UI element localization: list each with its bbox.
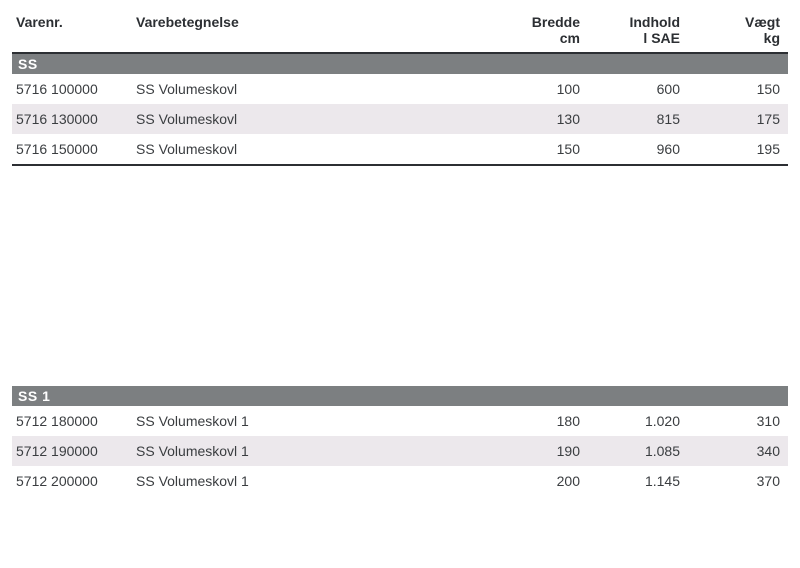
cell-indhold: 1.020 [580, 413, 680, 429]
cell-vare: SS Volumeskovl 1 [136, 443, 480, 459]
header-bredde-l2: cm [480, 30, 580, 46]
cell-varenr: 5716 130000 [16, 111, 136, 127]
header-varebetegnelse-text: Varebetegnelse [136, 14, 239, 30]
section-band-ss1: SS 1 [12, 386, 788, 406]
section-title: SS 1 [18, 388, 50, 404]
cell-bredde: 180 [480, 413, 580, 429]
cell-bredde: 150 [480, 141, 580, 157]
cell-vare: SS Volumeskovl [136, 81, 480, 97]
cell-vare: SS Volumeskovl 1 [136, 413, 480, 429]
cell-vare: SS Volumeskovl [136, 111, 480, 127]
cell-varenr: 5712 200000 [16, 473, 136, 489]
cell-vaegt: 310 [680, 413, 780, 429]
cell-vaegt: 195 [680, 141, 780, 157]
header-vaegt-l2: kg [680, 30, 780, 46]
cell-vare: SS Volumeskovl [136, 141, 480, 157]
header-indhold: Indhold l SAE [580, 14, 680, 46]
cell-bredde: 190 [480, 443, 580, 459]
cell-varenr: 5712 190000 [16, 443, 136, 459]
cell-bredde: 200 [480, 473, 580, 489]
cell-indhold: 815 [580, 111, 680, 127]
cell-indhold: 1.145 [580, 473, 680, 489]
cell-indhold: 1.085 [580, 443, 680, 459]
cell-indhold: 600 [580, 81, 680, 97]
cell-vaegt: 340 [680, 443, 780, 459]
cell-varenr: 5716 150000 [16, 141, 136, 157]
table-row: 5716 100000 SS Volumeskovl 100 600 150 [12, 74, 788, 104]
cell-vaegt: 175 [680, 111, 780, 127]
table-row: 5716 150000 SS Volumeskovl 150 960 195 [12, 134, 788, 166]
cell-vare: SS Volumeskovl 1 [136, 473, 480, 489]
cell-bredde: 100 [480, 81, 580, 97]
table-header: Varenr. Varebetegnelse Bredde cm Indhold… [12, 10, 788, 54]
cell-bredde: 130 [480, 111, 580, 127]
header-vaegt-l1: Vægt [680, 14, 780, 30]
cell-indhold: 960 [580, 141, 680, 157]
header-varenr: Varenr. [16, 14, 136, 46]
cell-varenr: 5716 100000 [16, 81, 136, 97]
header-indhold-l2: l SAE [580, 30, 680, 46]
section-band-ss: SS [12, 54, 788, 74]
header-varenr-text: Varenr. [16, 14, 63, 30]
table-row: 5712 190000 SS Volumeskovl 1 190 1.085 3… [12, 436, 788, 466]
table-row: 5716 130000 SS Volumeskovl 130 815 175 [12, 104, 788, 134]
cell-vaegt: 370 [680, 473, 780, 489]
header-varebetegnelse: Varebetegnelse [136, 14, 480, 46]
table-gap [12, 166, 788, 386]
header-vaegt: Vægt kg [680, 14, 780, 46]
table-row: 5712 180000 SS Volumeskovl 1 180 1.020 3… [12, 406, 788, 436]
header-bredde: Bredde cm [480, 14, 580, 46]
table-row: 5712 200000 SS Volumeskovl 1 200 1.145 3… [12, 466, 788, 496]
header-indhold-l1: Indhold [580, 14, 680, 30]
cell-varenr: 5712 180000 [16, 413, 136, 429]
cell-vaegt: 150 [680, 81, 780, 97]
header-bredde-l1: Bredde [480, 14, 580, 30]
section-title: SS [18, 56, 38, 72]
